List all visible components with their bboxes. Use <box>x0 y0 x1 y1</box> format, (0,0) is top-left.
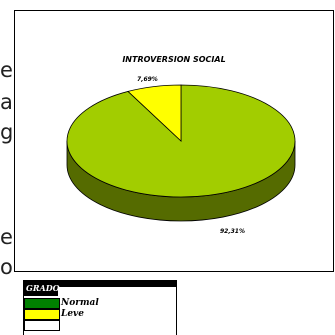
pie-data-label: 92,31% <box>220 228 245 235</box>
clipped-text-fragment: e <box>0 225 13 249</box>
chart-frame: INTROVERSION SOCIAL 92,31% 7,69% <box>14 10 334 272</box>
clipped-text-fragment: o <box>0 255 13 279</box>
pie-slice <box>127 84 182 142</box>
legend-swatch <box>24 309 60 320</box>
legend-header-bar <box>24 281 176 287</box>
pie-chart: 92,31% 7,69% <box>66 76 296 235</box>
clipped-text-fragment: a <box>0 90 13 114</box>
pie-data-label: 7,69% <box>137 76 158 83</box>
clipped-text-fragment: e <box>0 58 13 82</box>
legend-label: Normal <box>61 298 99 308</box>
legend-tag: GRADO <box>24 281 60 296</box>
legend-item-leve: Leve <box>24 309 176 320</box>
legend-label: Leve <box>61 309 85 319</box>
legend-swatch <box>24 298 60 309</box>
clipped-text-fragment: g <box>0 120 14 144</box>
legend-item-blank <box>24 320 176 331</box>
chart-title: INTROVERSION SOCIAL <box>122 55 226 64</box>
legend: GRADO Normal Leve <box>23 280 177 335</box>
legend-swatch <box>24 320 60 331</box>
legend-item-normal: Normal <box>24 298 176 309</box>
